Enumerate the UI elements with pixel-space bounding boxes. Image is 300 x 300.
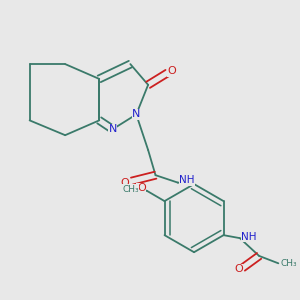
Text: O: O xyxy=(137,183,146,194)
Text: NH: NH xyxy=(241,232,257,242)
Text: N: N xyxy=(132,110,140,119)
Text: NH: NH xyxy=(179,175,195,185)
Text: O: O xyxy=(120,178,129,188)
Text: CH₃: CH₃ xyxy=(281,259,297,268)
Text: N: N xyxy=(108,124,117,134)
Text: O: O xyxy=(234,264,243,274)
Text: O: O xyxy=(167,67,176,76)
Text: CH₃: CH₃ xyxy=(122,185,139,194)
